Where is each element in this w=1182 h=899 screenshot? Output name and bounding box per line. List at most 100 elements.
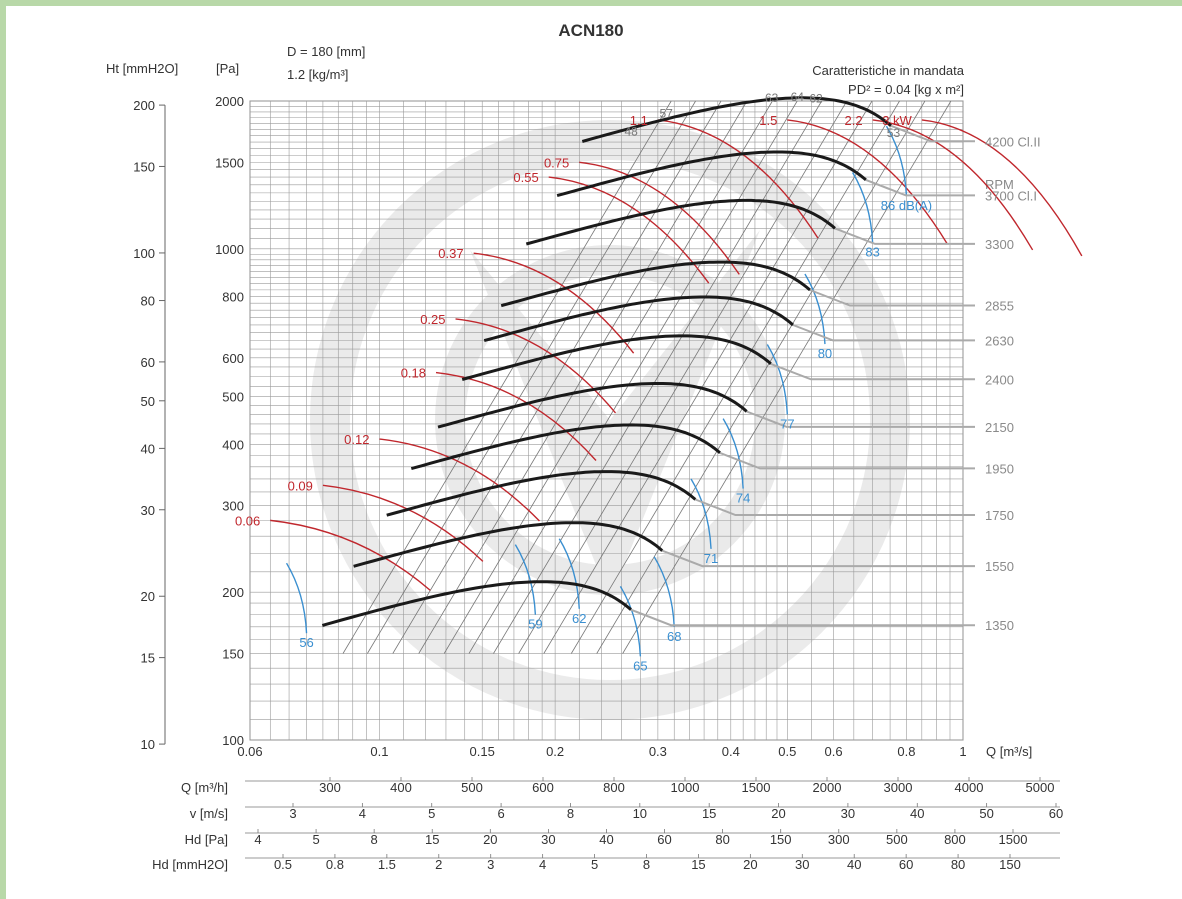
rpm-label: 2400 [985, 372, 1014, 387]
rpm-leader [719, 451, 975, 470]
scale-tick-label: 15 [425, 832, 439, 847]
noise-curve [885, 125, 908, 197]
pd2-note: PD² = 0.04 [kg x m²] [848, 82, 964, 97]
x-tick: 0.1 [370, 744, 388, 759]
power-label: 1.5 [759, 113, 777, 128]
scale-tick-label: 1500 [999, 832, 1028, 847]
noise-curve [722, 418, 744, 489]
scale-tick-label: 4 [359, 806, 366, 821]
scale-tick-label: 4 [254, 832, 261, 847]
y-tick-mm: 60 [141, 355, 155, 370]
rpm-header: RPM [985, 177, 1014, 192]
rpm-leader [770, 362, 975, 381]
system-curve [543, 100, 873, 654]
scale-tick-label: 80 [715, 832, 729, 847]
scale-tick-label: 80 [951, 857, 965, 872]
y-tick-pa: 400 [222, 437, 244, 452]
rpm-curve [525, 198, 836, 246]
power-curve [435, 371, 597, 461]
noise-label: 86 dB(A) [881, 198, 932, 213]
rpm-curve [353, 521, 664, 568]
power-label: 0.75 [544, 155, 569, 170]
x-tick: 0.3 [649, 744, 667, 759]
rpm-label: 1750 [985, 508, 1014, 523]
watermark-logo [310, 120, 910, 720]
x-tick: 0.4 [722, 744, 740, 759]
rpm-label: 1550 [985, 559, 1014, 574]
noise-curve [690, 478, 712, 549]
scale-tick-label: 0.8 [326, 857, 344, 872]
efficiency-label: 64 [791, 90, 805, 104]
power-curve [379, 438, 540, 522]
power-label: 0.09 [288, 478, 313, 493]
power-curve [473, 252, 635, 354]
rpm-leader [865, 178, 975, 197]
noise-label: 77 [780, 416, 794, 431]
power-curve [270, 519, 431, 591]
y-tick-mm: 15 [141, 651, 155, 666]
scale-tick-label: 20 [483, 832, 497, 847]
y-tick-mm: 150 [133, 159, 155, 174]
scale-tick-label: 300 [828, 832, 850, 847]
power-label: 0.25 [420, 312, 445, 327]
rpm-label: 1950 [985, 461, 1014, 476]
scale-label: Hd [Pa] [185, 832, 228, 847]
y-tick-pa: 150 [222, 647, 244, 662]
x-tick: 0.06 [237, 744, 262, 759]
rpm-label: 2150 [985, 420, 1014, 435]
y-axis-ticks: 100 150 200 300 400 500 600 800 1000 1500 2000 10 15… [133, 94, 244, 752]
y-tick-pa: 200 [222, 585, 244, 600]
y-tick-pa: 600 [222, 351, 244, 366]
scale-tick-label: 800 [603, 780, 625, 795]
rpm-leader [695, 498, 975, 516]
rpm-leader [630, 608, 975, 627]
rpm-curve [500, 260, 811, 308]
system-curve [570, 100, 900, 654]
y-tick-mm: 20 [141, 589, 155, 604]
rpm-curve [483, 295, 794, 343]
frame-left-bar [0, 0, 6, 899]
rpm-leader [834, 227, 975, 245]
efficiency-label: 48 [624, 125, 638, 139]
scale-tick-label: 50 [979, 806, 993, 821]
scale-tick-label: 2000 [813, 780, 842, 795]
noise-curves [285, 125, 908, 657]
scale-tick-label: 3 [487, 857, 494, 872]
rpm-label: 4200 Cl.II [985, 134, 1041, 149]
power-label: 0.18 [401, 366, 426, 381]
system-curve [596, 100, 926, 654]
scale-tick-label: 5 [312, 832, 319, 847]
rpm-label: 1350 [985, 618, 1014, 633]
scale-tick-label: 40 [847, 857, 861, 872]
scale-tick-label: 2 [435, 857, 442, 872]
scale-tick-label: 30 [795, 857, 809, 872]
scale-tick-label: 30 [541, 832, 555, 847]
x-axis-label: Q [m³/s] [986, 744, 1032, 759]
power-label: 1.1 [630, 113, 648, 128]
scale-tick-label: 15 [702, 806, 716, 821]
noise-label: 80 [818, 346, 832, 361]
y-tick-pa: 1000 [215, 242, 244, 257]
y-tick-mm: 50 [141, 394, 155, 409]
efficiency-label: 63 [765, 91, 779, 105]
power-label: 0.55 [513, 170, 538, 185]
scale-tick-label: 4 [539, 857, 546, 872]
y-tick-mm: 10 [141, 737, 155, 752]
scale-tick-label: 1000 [671, 780, 700, 795]
secondary-scales: Q [m³/h] 300 400 500 600 800 1000 1500 2000 3000 4… [152, 777, 1063, 872]
scale-tick-label: 3000 [884, 780, 913, 795]
scale-tick-label: 300 [319, 780, 341, 795]
param-diameter: D = 180 [mm] [287, 44, 365, 59]
efficiency-label: 57 [660, 107, 674, 121]
noise-curve [852, 172, 874, 243]
noise-curve [514, 544, 537, 615]
power-label: 2.2 [845, 113, 863, 128]
scale-label: Hd [mmH2O] [152, 857, 228, 872]
noise-curve [766, 344, 789, 415]
power-curve [548, 176, 710, 284]
scale-tick-label: 5000 [1026, 780, 1055, 795]
scale-tick-label: 150 [999, 857, 1021, 872]
scale-tick-label: 600 [532, 780, 554, 795]
x-tick: 0.6 [825, 744, 843, 759]
